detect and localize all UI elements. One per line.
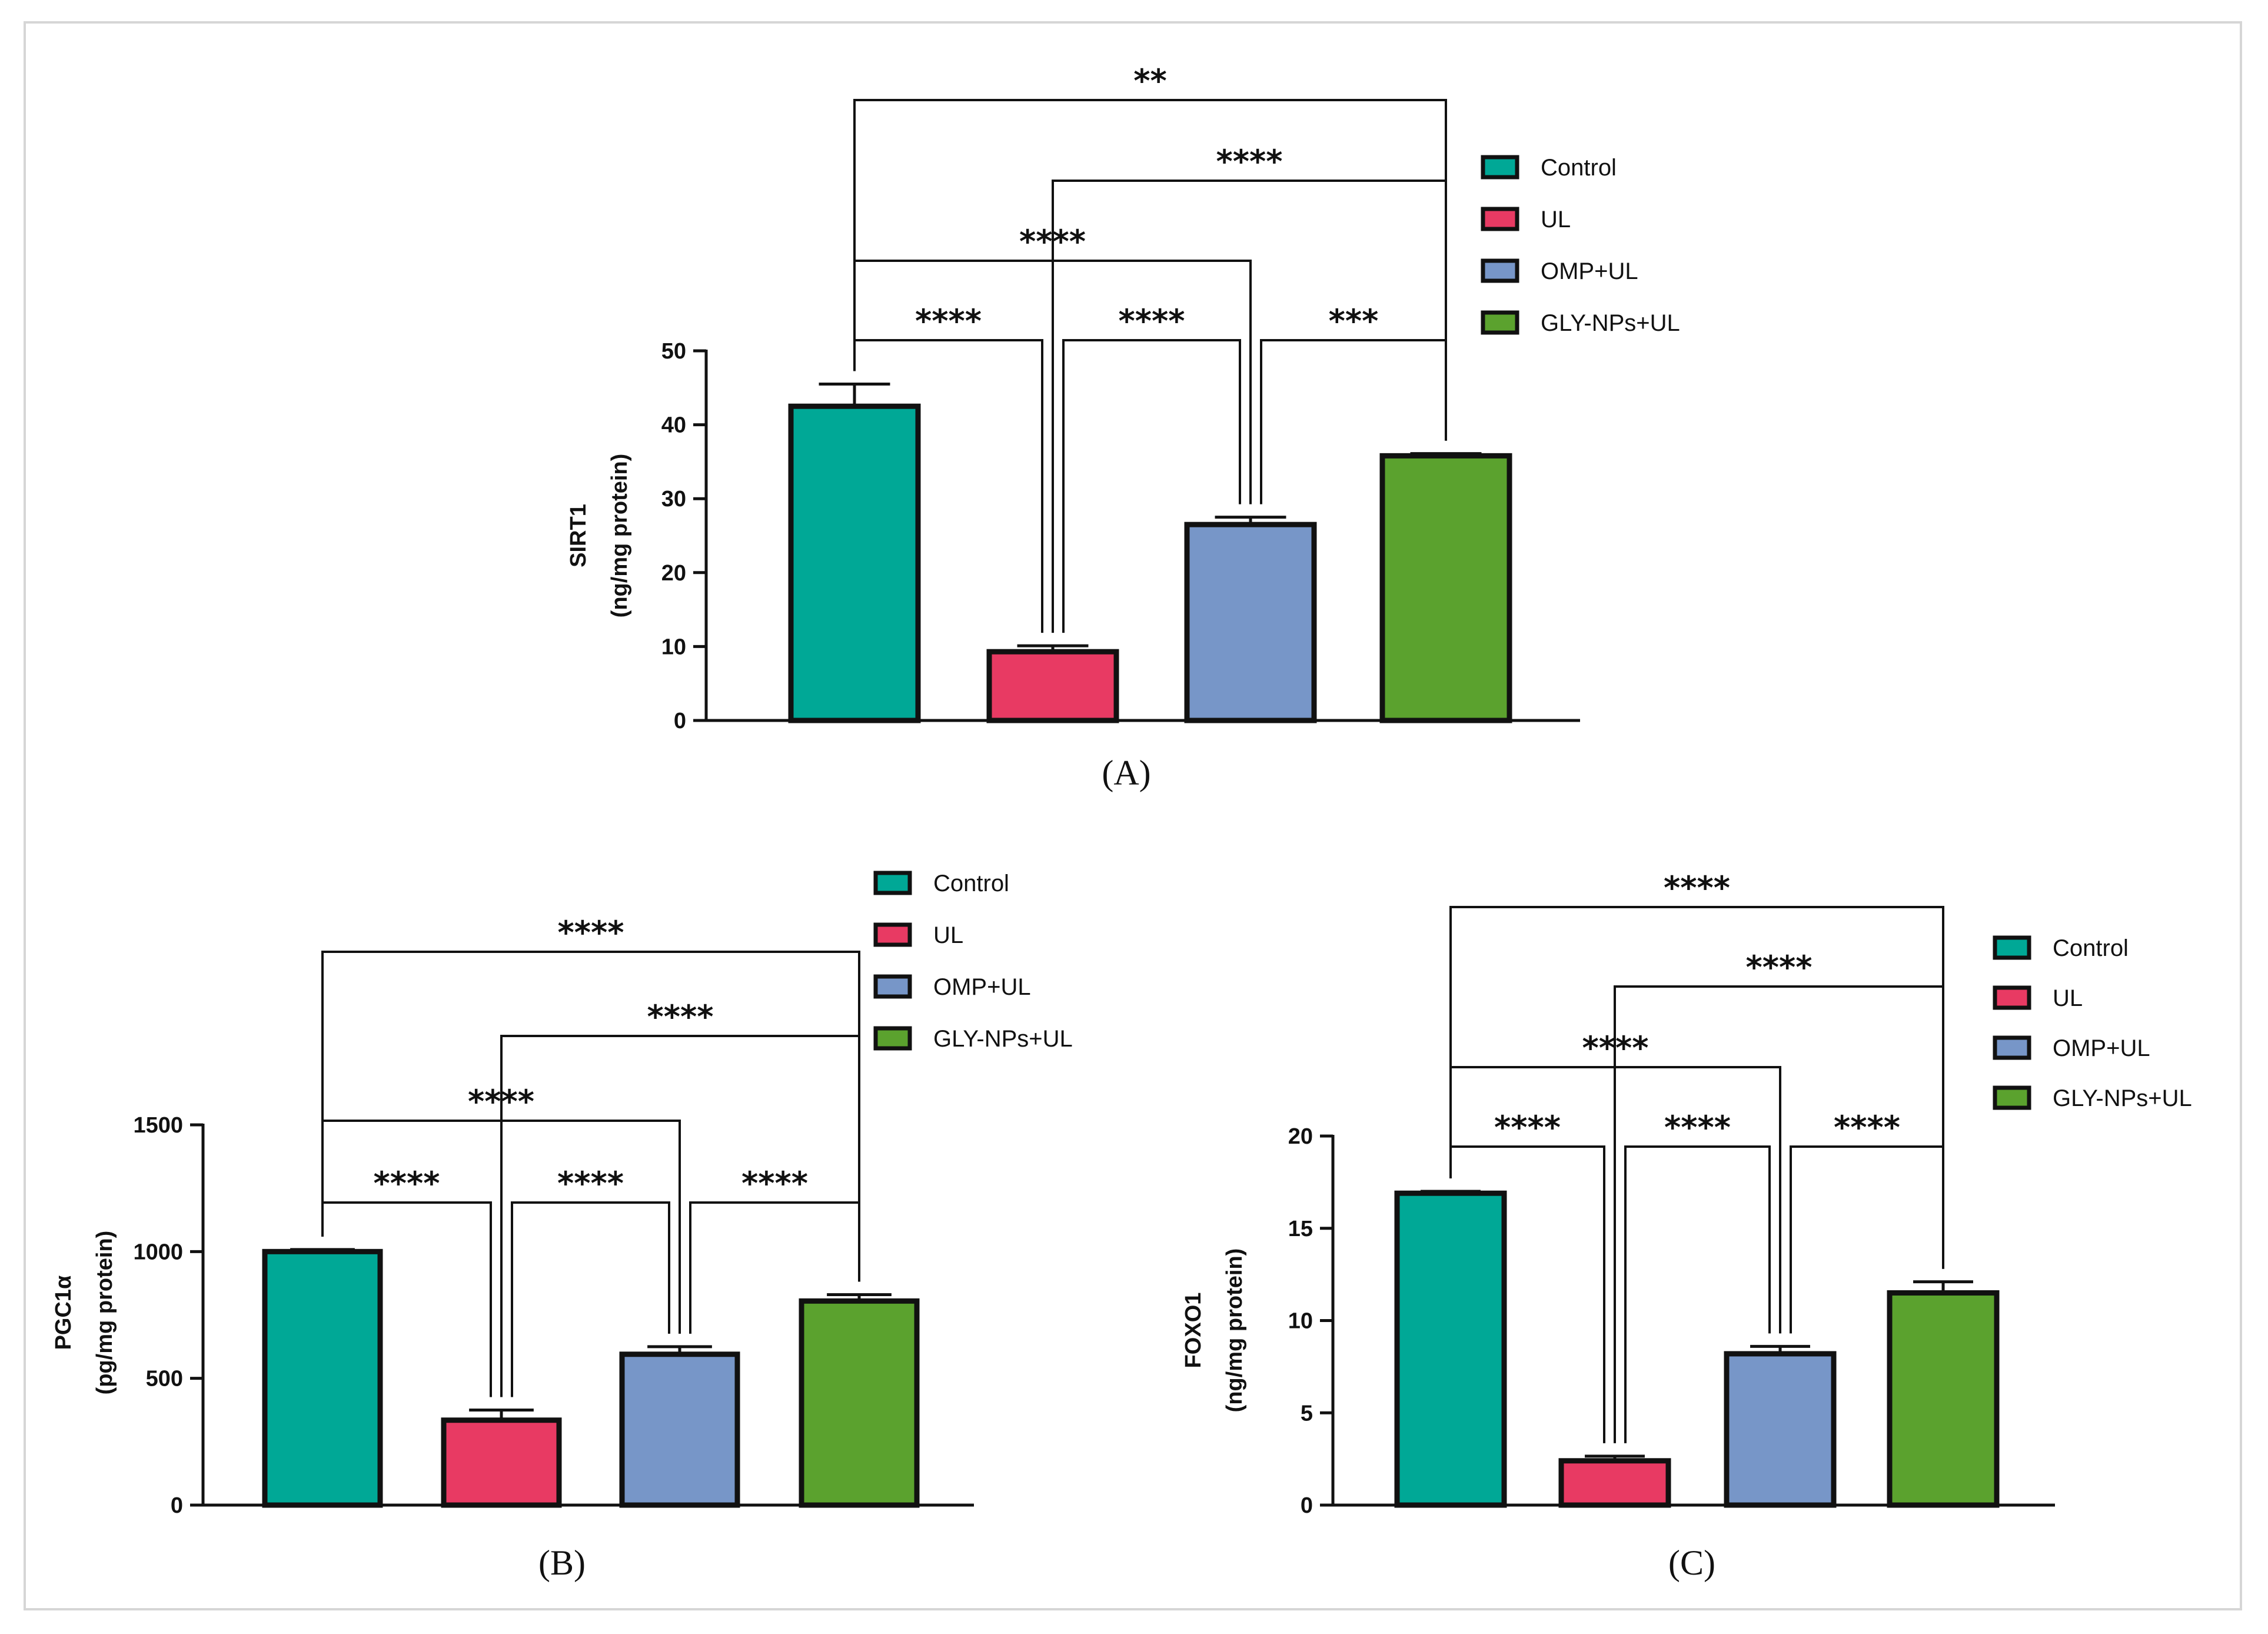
significance-stars: ****	[1834, 1109, 1900, 1146]
significance-stars: ****	[374, 1165, 440, 1202]
figure-frame	[24, 21, 2242, 1610]
y-axis-title: PGC1α	[51, 1276, 76, 1350]
bar-control	[262, 1248, 383, 1508]
y-axis-title: FOXO1	[1181, 1293, 1206, 1369]
y-tick-label: 15	[1288, 1217, 1313, 1241]
significance-stars: ****	[647, 998, 714, 1035]
significance-stars: ****	[1664, 869, 1730, 906]
y-tick-label: 50	[661, 339, 686, 364]
y-tick-label: 10	[661, 635, 686, 659]
y-tick-label: 5	[1301, 1401, 1313, 1426]
bar-gly-nps-ul	[799, 1298, 920, 1508]
legend-swatch	[1993, 1085, 2031, 1110]
legend-swatch	[873, 974, 912, 999]
legend-label: Control	[2053, 935, 2129, 961]
y-tick-label: 10	[1288, 1309, 1313, 1334]
bar-omp-ul	[1724, 1351, 1837, 1508]
legend-swatch	[873, 1026, 912, 1051]
chart-panel-2: 0 5 10 15 20 FOXO1 (ng/mg protein) **** **** ****…	[1181, 869, 2192, 1582]
y-axis-unit: (ng/mg protein)	[607, 454, 632, 618]
bar-gly-nps-ul	[1379, 453, 1512, 723]
legend-swatch	[1481, 207, 1519, 231]
legend-label: UL	[1541, 207, 1571, 233]
significance-stars: ****	[915, 303, 982, 340]
legend-swatch	[873, 922, 912, 947]
significance-bracket	[321, 951, 860, 1282]
legend-label: GLY-NPs+UL	[2053, 1085, 2192, 1111]
significance-stars: ****	[1664, 1109, 1731, 1146]
bar-ul	[986, 649, 1119, 723]
y-tick-label: 40	[661, 413, 686, 438]
panel-label: (A)	[1102, 753, 1150, 792]
bar-omp-ul	[619, 1351, 740, 1508]
legend-swatch	[1993, 935, 2031, 960]
significance-stars: ****	[558, 914, 624, 951]
legend-swatch	[1993, 985, 2031, 1010]
legend-label: UL	[2053, 985, 2083, 1011]
panel-label: (B)	[538, 1543, 586, 1582]
y-axis-title: SIRT1	[566, 504, 591, 567]
legend-swatch	[873, 871, 912, 895]
legend-swatch	[1481, 310, 1519, 335]
y-tick-label: 20	[1288, 1124, 1313, 1149]
significance-bracket	[1449, 906, 1944, 1269]
panel-label: (C)	[1668, 1543, 1715, 1582]
legend-swatch	[1481, 258, 1519, 283]
bar-ul	[441, 1417, 562, 1508]
bar-control	[788, 403, 921, 723]
significance-stars: ****	[1119, 303, 1185, 340]
y-tick-label: 1000	[133, 1240, 183, 1264]
y-tick-label: 0	[1301, 1493, 1313, 1518]
bar-ul	[1558, 1458, 1671, 1508]
y-tick-label: 500	[146, 1367, 183, 1391]
legend-label: OMP+UL	[2053, 1035, 2150, 1061]
legend-label: OMP+UL	[1541, 258, 1638, 284]
chart-panel-1: 0 500 1000 1500 PGC1α (pg/mg protein) **** ****…	[51, 871, 1073, 1582]
significance-stars: ****	[1216, 143, 1283, 180]
legend-label: UL	[933, 922, 963, 948]
legend-swatch	[1481, 155, 1519, 180]
significance-stars: ****	[557, 1165, 624, 1202]
y-tick-label: 30	[661, 487, 686, 512]
legend-label: Control	[1541, 155, 1617, 181]
legend-label: Control	[933, 871, 1009, 896]
y-tick-label: 20	[661, 561, 686, 586]
legend-label: GLY-NPs+UL	[933, 1026, 1073, 1052]
significance-stars: ****	[1746, 949, 1813, 986]
significance-bracket	[511, 1201, 670, 1397]
legend-label: GLY-NPs+UL	[1541, 310, 1680, 336]
y-tick-label: 0	[674, 709, 686, 733]
legend-label: OMP+UL	[933, 974, 1031, 1000]
significance-bracket	[1062, 339, 1241, 633]
significance-stars: **	[1133, 62, 1166, 99]
y-axis-unit: (ng/mg protein)	[1222, 1248, 1247, 1413]
legend-swatch	[1993, 1035, 2031, 1060]
y-tick-label: 0	[171, 1493, 183, 1518]
significance-bracket	[1624, 1145, 1771, 1443]
bar-gly-nps-ul	[1887, 1290, 2000, 1508]
bar-control	[1394, 1190, 1507, 1508]
significance-stars: ****	[741, 1165, 808, 1202]
significance-stars: ***	[1329, 303, 1379, 340]
y-axis-unit: (pg/mg protein)	[92, 1231, 117, 1395]
y-tick-label: 1500	[133, 1113, 183, 1138]
significance-bracket	[853, 99, 1447, 441]
significance-stars: ****	[1494, 1109, 1561, 1146]
bar-omp-ul	[1184, 522, 1317, 723]
